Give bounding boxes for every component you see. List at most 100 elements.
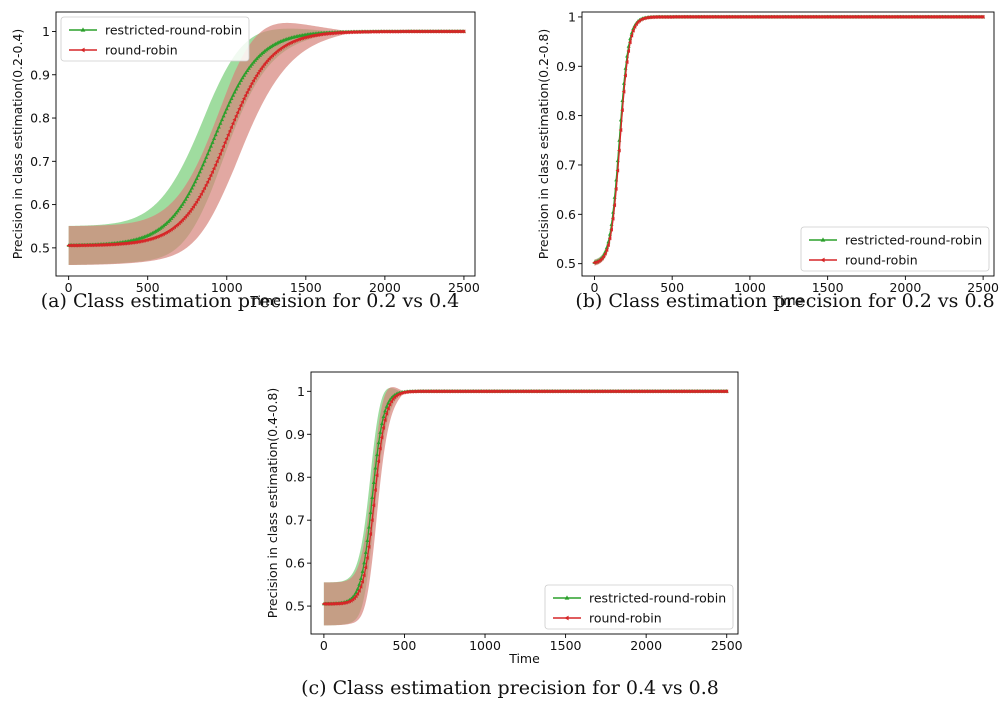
marker-point xyxy=(384,404,389,408)
marker-point xyxy=(260,64,265,69)
y-tick-label: 1 xyxy=(568,9,576,24)
marker-point xyxy=(219,148,224,153)
marker-point xyxy=(205,151,210,156)
marker-point xyxy=(196,197,200,202)
y-tick-label: 0.9 xyxy=(556,59,576,74)
marker-point xyxy=(646,15,651,20)
marker-point xyxy=(405,389,410,394)
x-tick-label: 2500 xyxy=(448,280,480,295)
marker-point xyxy=(193,179,198,184)
marker-point xyxy=(384,411,389,416)
legend-box xyxy=(800,226,990,272)
y-axis-label: Precision in class estimation(0.2-0.8) xyxy=(536,29,551,260)
band-round-robin xyxy=(323,387,727,626)
marker-point xyxy=(378,430,383,434)
marker-point xyxy=(381,425,385,430)
marker-point xyxy=(381,414,386,419)
marker-point xyxy=(604,247,609,252)
y-tick-label: 0.9 xyxy=(285,427,305,442)
marker-point xyxy=(612,203,617,208)
marker-point xyxy=(250,61,255,66)
marker-point xyxy=(374,473,379,478)
marker-point xyxy=(196,173,201,177)
y-axis-label: Precision in class estimation(0.4-0.8) xyxy=(265,388,280,619)
marker-point xyxy=(118,241,123,246)
marker-point xyxy=(341,601,345,606)
legend-marker xyxy=(80,47,85,53)
marker-point xyxy=(185,194,190,199)
marker-point xyxy=(617,148,621,153)
marker-point xyxy=(373,465,378,470)
marker-point xyxy=(609,227,613,232)
marker-point xyxy=(371,503,376,508)
marker-point xyxy=(362,560,367,565)
marker-point xyxy=(140,238,145,243)
marker-point xyxy=(980,14,985,19)
marker-point xyxy=(363,565,368,570)
marker-point xyxy=(621,89,626,94)
marker-point xyxy=(610,216,615,221)
marker-point xyxy=(216,124,221,129)
marker-point xyxy=(358,576,363,580)
marker-point xyxy=(215,159,219,164)
marker-point xyxy=(221,113,226,118)
legend-marker xyxy=(820,237,826,242)
marker-point xyxy=(200,189,205,194)
legend: restricted-round-robin round-robin xyxy=(60,16,250,62)
y-tick-label: 0.8 xyxy=(556,108,576,123)
marker-point xyxy=(400,390,405,395)
marker-point xyxy=(607,236,612,241)
marker-point xyxy=(306,34,311,39)
marker-point xyxy=(390,396,395,401)
marker-point xyxy=(403,390,408,395)
marker-point xyxy=(623,73,627,78)
marker-point xyxy=(186,191,191,196)
marker-point xyxy=(189,206,194,211)
x-tick-label: 1000 xyxy=(734,280,766,295)
chart-panel-b: 0 500 1000 1500 2000 2500 0.5 0.6 0.7 0.8 0.9 1 Time… xyxy=(510,0,1008,345)
marker-point xyxy=(229,125,233,130)
x-tick-label: 2500 xyxy=(967,280,999,295)
marker-point xyxy=(246,87,251,92)
legend-label: round-robin xyxy=(845,253,918,268)
y-tick-label: 1 xyxy=(42,24,50,39)
legend-marker xyxy=(564,615,569,621)
marker-point xyxy=(215,128,220,133)
plot-area xyxy=(592,14,986,266)
band-round-robin xyxy=(68,22,464,266)
marker-point xyxy=(194,176,199,181)
legend-marker xyxy=(80,27,86,32)
marker-point xyxy=(386,406,390,411)
marker-point xyxy=(232,117,237,122)
marker-point xyxy=(373,488,377,493)
marker-point xyxy=(386,400,391,405)
marker-point xyxy=(234,113,238,118)
marker-point xyxy=(186,211,191,216)
marker-point xyxy=(208,173,213,178)
marker-point xyxy=(368,532,373,537)
legend: restricted-round-robin round-robin xyxy=(800,226,990,272)
marker-point xyxy=(357,588,361,593)
marker-point xyxy=(337,601,342,606)
marker-point xyxy=(178,204,183,209)
marker-point xyxy=(230,121,235,126)
marker-point xyxy=(199,191,203,196)
caption-a: (a) Class estimation precision for 0.2 v… xyxy=(40,290,460,312)
marker-point xyxy=(192,202,197,207)
marker-point xyxy=(213,162,218,167)
marker-point xyxy=(267,56,271,61)
marker-point xyxy=(614,186,618,191)
x-tick-label: 1500 xyxy=(550,638,582,653)
marker-point xyxy=(313,33,317,38)
marker-point xyxy=(319,32,324,37)
marker-point xyxy=(132,240,137,245)
marker-point xyxy=(242,73,247,77)
marker-point xyxy=(180,202,185,206)
marker-point xyxy=(627,40,632,45)
marker-point xyxy=(182,199,187,204)
marker-point xyxy=(365,538,370,542)
marker-point xyxy=(234,86,239,91)
marker-point xyxy=(365,555,369,560)
marker-point xyxy=(248,63,253,68)
marker-point xyxy=(208,144,213,148)
